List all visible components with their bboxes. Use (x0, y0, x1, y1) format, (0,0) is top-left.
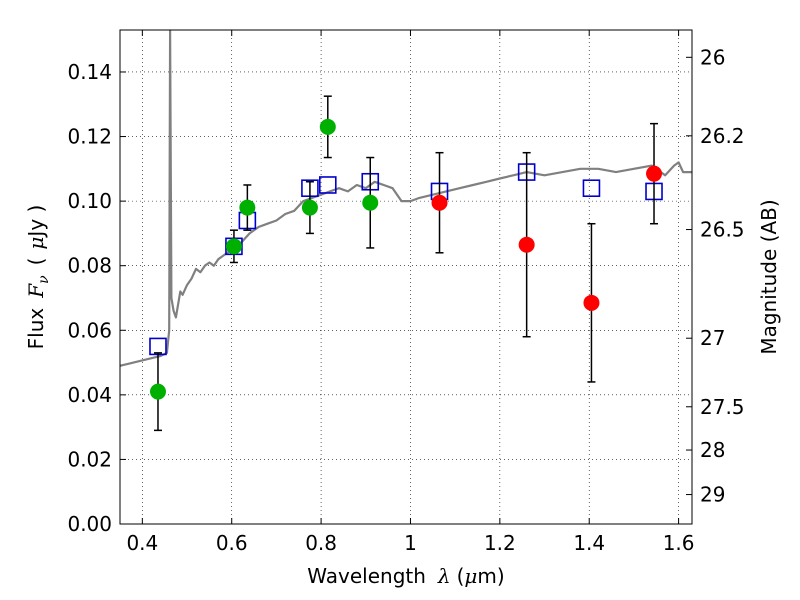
y2-axis-ticks: 26 26.2 26.5 27 27.5 28 29 (686, 45, 745, 507)
y-tick-label: 0.08 (67, 254, 112, 278)
green-data-point (225, 238, 242, 255)
model-photometry-markers (149, 163, 663, 356)
green-data-point (239, 199, 256, 216)
model-square-marker (149, 337, 167, 356)
model-spectrum (120, 30, 692, 367)
y-tick-label: 0.12 (67, 125, 112, 149)
model-spectrum-line (120, 30, 692, 367)
grid-lines (120, 30, 692, 524)
red-data-point (646, 165, 663, 182)
red-data-point (518, 236, 535, 253)
red-data-point (583, 294, 600, 311)
x-tick-label: 0.8 (305, 531, 337, 555)
error-bars (153, 95, 659, 432)
y-tick-label: 0.06 (67, 318, 112, 342)
y-axis-ticks: 0.00 0.02 0.04 0.06 0.08 0.10 0.12 0.14 (67, 60, 126, 536)
x-tick-label: 1.2 (484, 531, 516, 555)
y2-tick-label: 26 (700, 45, 725, 69)
y2-tick-label: 26.5 (700, 218, 745, 242)
model-square-marker (582, 179, 601, 198)
y-tick-label: 0.00 (67, 512, 112, 536)
x-tick-label: 1.6 (663, 531, 695, 555)
green-data-point (319, 118, 336, 135)
green-data-point (362, 194, 379, 211)
y2-tick-label: 29 (700, 483, 725, 507)
model-square-marker (318, 176, 337, 194)
green-data-point (301, 199, 318, 216)
green-data-point (149, 383, 166, 400)
y2-tick-label: 27.5 (700, 395, 745, 419)
y-tick-label: 0.04 (67, 383, 112, 407)
x-tick-label: 0.6 (216, 531, 248, 555)
y-axis-label: FluxFν(μJy ) (24, 205, 52, 350)
red-data-point (431, 194, 448, 211)
y2-tick-label: 27 (700, 326, 725, 350)
y2-axis-label: Magnitude (AB) (757, 199, 781, 354)
x-tick-label: 1 (404, 531, 417, 555)
x-axis-ticks: 0.4 0.6 0.8 1 1.2 1.4 1.6 (126, 30, 695, 555)
plot-frame (119, 29, 693, 525)
x-tick-label: 0.4 (126, 531, 158, 555)
y2-tick-label: 28 (700, 438, 725, 462)
x-axis-label: Wavelength λ (μm) (307, 564, 504, 588)
observed-points (149, 118, 663, 400)
y-tick-label: 0.02 (67, 447, 112, 471)
y-tick-label: 0.14 (67, 60, 112, 84)
x-tick-label: 1.4 (573, 531, 605, 555)
y-tick-label: 0.10 (67, 189, 112, 213)
y2-tick-label: 26.2 (700, 124, 745, 148)
